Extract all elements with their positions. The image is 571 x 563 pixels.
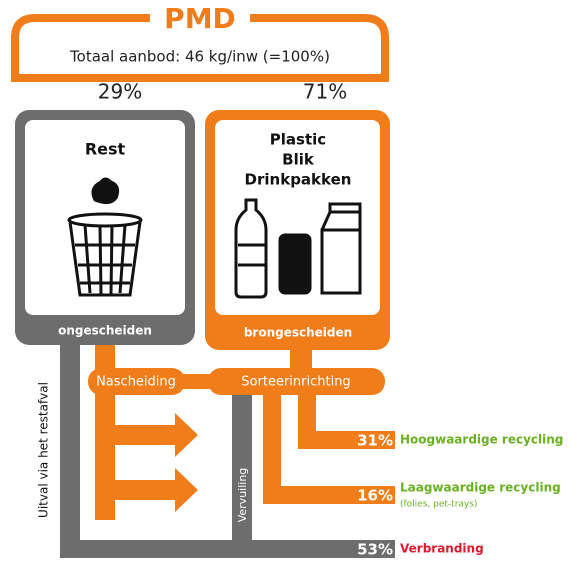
- outcome-percent: 31%: [357, 432, 393, 450]
- bracket: [11, 14, 389, 82]
- process-pill: [208, 368, 385, 395]
- packaging-icon: [234, 198, 362, 299]
- flow-label: Vervuiling: [236, 468, 249, 523]
- outcome-percent: 53%: [357, 541, 393, 559]
- rest-flow: [60, 340, 80, 558]
- low-flow: [263, 390, 395, 504]
- pmd-title: Plastic: [270, 131, 326, 149]
- connector: [180, 374, 215, 389]
- rest-inner: [25, 120, 185, 315]
- rest-title: Rest: [85, 140, 126, 159]
- outcome-note: (folies, pet-trays): [400, 500, 477, 510]
- pmd-title: Blik: [282, 151, 315, 169]
- process-pill: [88, 368, 185, 395]
- outcome-label: Verbranding: [400, 542, 484, 556]
- burn-flow: [60, 540, 395, 558]
- trash-icon: [67, 177, 143, 297]
- pmd-footer: brongescheiden: [244, 326, 352, 340]
- outcome-label: Hoogwaardige recycling: [400, 433, 563, 447]
- process-label: Nascheiding: [96, 375, 176, 390]
- high-flow: [298, 390, 395, 449]
- supply: Totaal aanbod: 46 kg/inw (=100%): [69, 48, 330, 66]
- arrow: [115, 413, 198, 457]
- orange-flow: [95, 340, 115, 520]
- arrow: [115, 468, 198, 512]
- flow-label: Uitval via het restafval: [37, 382, 51, 518]
- vervuiling-flow: [232, 390, 252, 542]
- rest-footer: ongescheiden: [58, 324, 152, 338]
- pmd-title: Drinkpakken: [245, 171, 352, 189]
- process-label: Sorteerinrichting: [241, 375, 350, 390]
- share-right: 71%: [303, 80, 347, 104]
- outcome-percent: 16%: [357, 487, 393, 505]
- title: PMD: [164, 2, 236, 35]
- share-left: 29%: [98, 80, 142, 104]
- outcome-label: Laagwaardige recycling: [400, 481, 561, 495]
